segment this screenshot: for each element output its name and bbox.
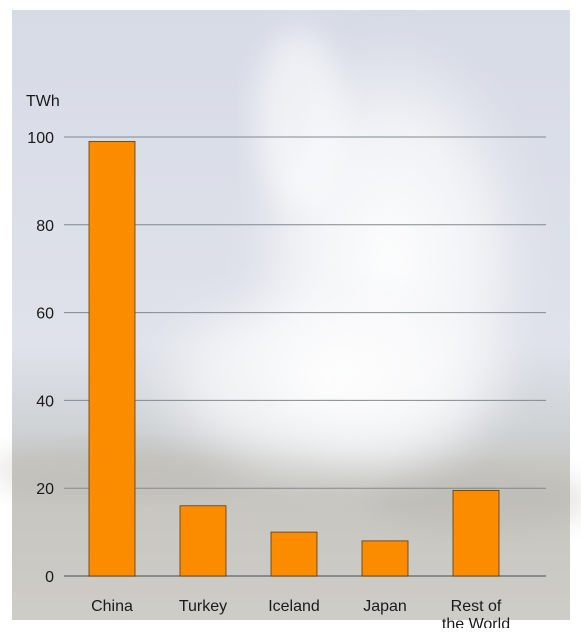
x-tick-label-line: the World bbox=[442, 616, 510, 628]
bar-iceland bbox=[270, 531, 318, 577]
x-tick-label: Turkey bbox=[179, 598, 227, 615]
y-tick-label: 60 bbox=[36, 306, 54, 323]
bars bbox=[88, 140, 500, 577]
bar-rest-of-the-world bbox=[452, 489, 500, 577]
y-axis-label: TWh bbox=[26, 93, 60, 110]
x-tick-label: Iceland bbox=[268, 598, 320, 615]
y-tick-label: 80 bbox=[36, 218, 54, 235]
bar-turkey bbox=[179, 505, 227, 577]
y-tick-label: 20 bbox=[36, 481, 54, 498]
y-axis-tick-labels: 0 20 40 60 80 100 bbox=[27, 130, 54, 586]
x-tick-label-line: Turkey bbox=[179, 598, 227, 615]
y-tick-label: 100 bbox=[27, 130, 54, 147]
bar-china bbox=[88, 140, 136, 577]
x-tick-label: China bbox=[91, 598, 133, 615]
y-tick-label: 40 bbox=[36, 393, 54, 410]
geyser-background bbox=[0, 10, 581, 620]
x-tick-label-line: Iceland bbox=[268, 598, 320, 615]
x-tick-label-line: Japan bbox=[363, 598, 407, 615]
x-tick-label: Japan bbox=[363, 598, 407, 615]
bar-japan bbox=[361, 540, 409, 577]
x-tick-label-line: Rest of bbox=[451, 598, 502, 615]
y-tick-label: 0 bbox=[45, 569, 54, 586]
x-tick-label-line: China bbox=[91, 598, 133, 615]
x-tick-label: Rest of the World bbox=[442, 598, 510, 628]
